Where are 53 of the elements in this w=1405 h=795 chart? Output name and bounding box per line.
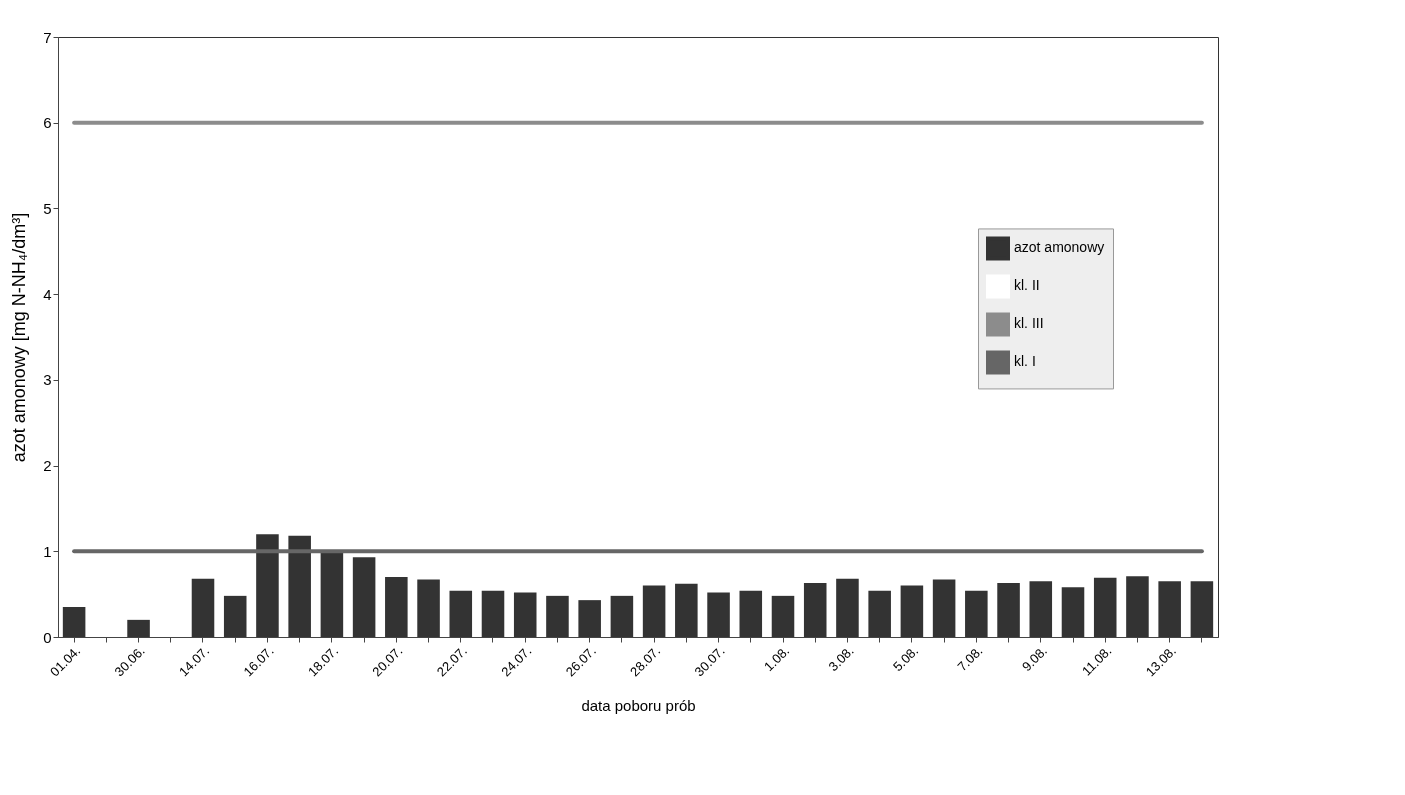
y-tick-label: 2: [43, 457, 52, 475]
bar: [707, 592, 730, 637]
legend-label: kl. III: [1014, 315, 1044, 332]
bar: [803, 583, 827, 637]
bar: [675, 583, 698, 637]
bar: [1190, 581, 1214, 637]
y-tick-label: 4: [43, 285, 52, 303]
legend-label: azot amonowy: [1014, 239, 1105, 256]
y-tick-label: 7: [43, 28, 52, 46]
bar: [900, 585, 924, 637]
bar: [256, 534, 279, 637]
x-tick-label: 3.08.: [825, 643, 857, 675]
bar: [288, 535, 311, 637]
bar: [417, 579, 440, 637]
bar: [513, 592, 537, 637]
bar: [223, 595, 247, 637]
bar: [1126, 576, 1149, 637]
bar: [965, 590, 988, 637]
bar: [932, 579, 956, 637]
x-tick-label: 9.08.: [1018, 643, 1050, 675]
bar: [642, 585, 666, 637]
legend-label: kl. II: [1014, 277, 1040, 294]
y-tick-label: 6: [43, 114, 52, 132]
bar: [385, 577, 408, 637]
bar: [578, 600, 601, 637]
y-axis-title: azot amonowy [mg N-NH₄/dm³]: [9, 212, 30, 463]
bar: [352, 557, 376, 637]
bar: [771, 595, 795, 637]
x-axis-title: data poboru prób: [581, 697, 696, 715]
bar: [127, 619, 150, 637]
bar: [449, 590, 473, 637]
legend-label: kl. I: [1014, 353, 1036, 370]
bar: [191, 578, 215, 637]
bar: [1093, 577, 1117, 637]
bar: [739, 590, 763, 637]
y-tick-label: 1: [43, 542, 52, 560]
bar: [1158, 581, 1181, 637]
x-tick-label: 7.08.: [954, 643, 986, 675]
x-tick-label: 1.08.: [761, 643, 793, 675]
y-tick-label: 0: [43, 628, 52, 646]
bar: [62, 607, 86, 637]
bar: [481, 590, 505, 637]
bar: [546, 595, 569, 637]
bar: [610, 595, 634, 637]
y-tick-label: 3: [43, 371, 52, 389]
x-tick-label: 5.08.: [890, 643, 922, 675]
bar: [836, 578, 859, 637]
bar: [868, 590, 891, 637]
bar: [997, 583, 1020, 637]
bar: [320, 553, 344, 637]
y-tick-label: 5: [43, 199, 52, 217]
bar: [1061, 587, 1085, 637]
bar: [1029, 581, 1053, 637]
